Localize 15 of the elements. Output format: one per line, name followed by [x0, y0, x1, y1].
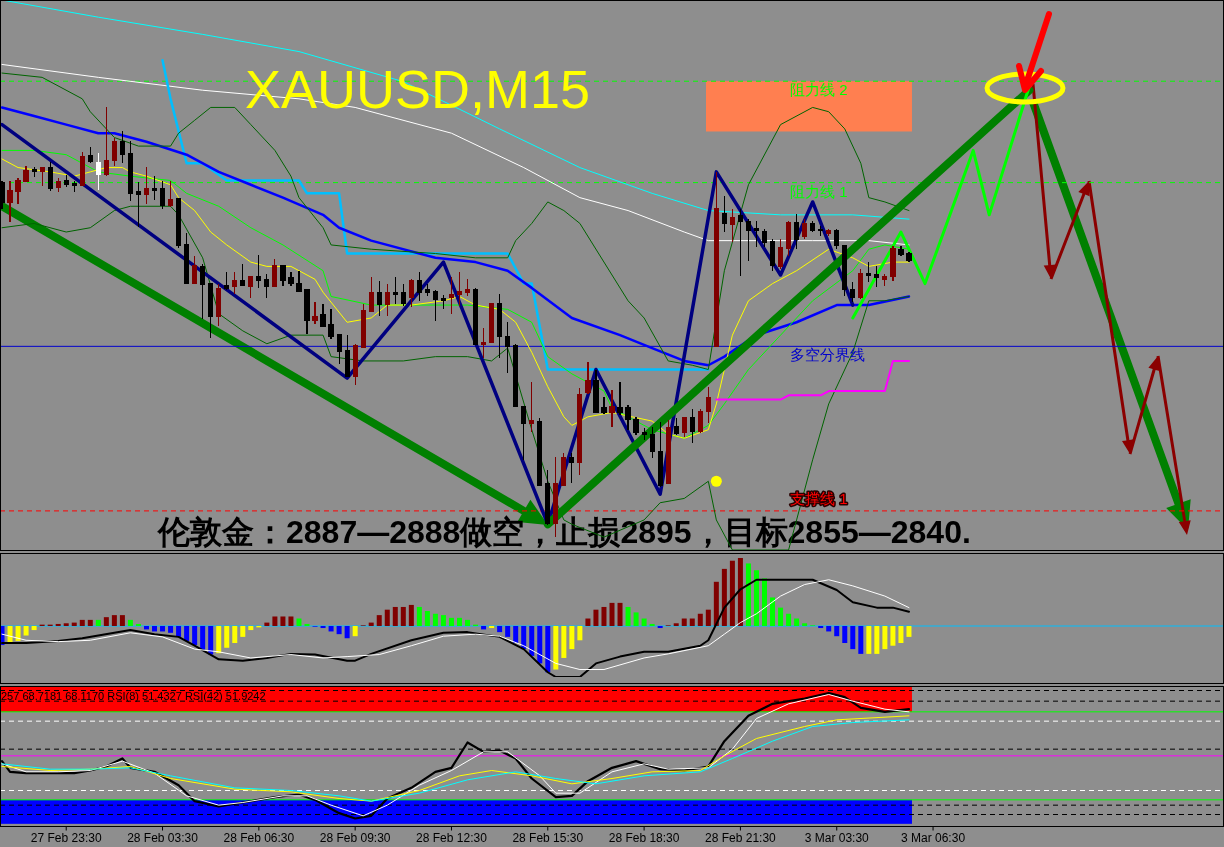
- ref-line-label: 多空分界线: [790, 346, 865, 364]
- x-tick-label: 28 Feb 18:30: [608, 830, 680, 845]
- annotation: 257 68.7181 68.1170 RSI(8) 51.4327 RSI(42) 51.9242: [1, 690, 266, 702]
- x-tick-label: 28 Feb 09:30: [319, 830, 391, 845]
- ref-line-label: 阻力线 1: [790, 182, 848, 200]
- x-tick-label: 28 Feb 06:30: [223, 830, 295, 845]
- x-tick-label: 28 Feb 15:30: [512, 830, 584, 845]
- x-tick-label: 27 Feb 23:30: [30, 830, 102, 845]
- x-tick-label: 3 Mar 06:30: [901, 830, 966, 845]
- x-tick-label: 28 Feb 03:30: [127, 830, 199, 845]
- x-tick-label: 3 Mar 03:30: [804, 830, 870, 845]
- x-tick-label: 28 Feb 21:30: [705, 830, 777, 845]
- ref-line-label: 支撑线 1: [790, 489, 848, 507]
- ref-line-label: 阻力线 2: [790, 81, 848, 99]
- x-tick-label: 28 Feb 12:30: [416, 830, 488, 845]
